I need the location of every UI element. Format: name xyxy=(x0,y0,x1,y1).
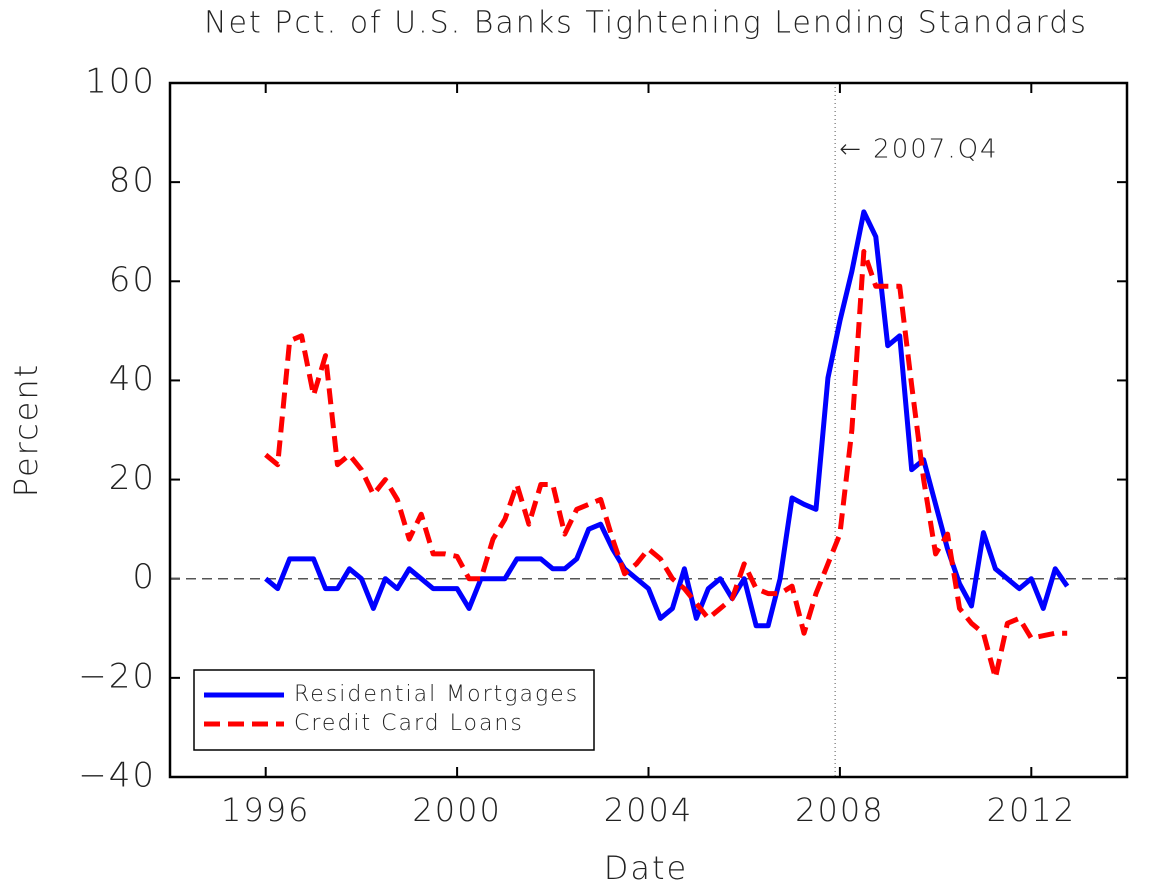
x-tick-label: 2008 xyxy=(795,791,884,829)
y-tick-label: 20 xyxy=(109,458,156,498)
series-line xyxy=(264,209,1070,629)
plot-frame xyxy=(168,81,1129,779)
x-tick-label: 2012 xyxy=(987,791,1076,829)
legend-box xyxy=(193,669,595,751)
x-tick-label: 2000 xyxy=(412,791,501,829)
series-line xyxy=(264,249,1068,681)
annotation: ← 2007.Q4 xyxy=(839,135,999,165)
x-tick-label: 1996 xyxy=(221,791,310,829)
chart-title: Net Pct. of U.S. Banks Tightening Lendin… xyxy=(204,6,1088,41)
legend-label: Residential Mortgages xyxy=(294,682,579,707)
y-tick-label: 0 xyxy=(132,557,156,597)
y-tick-label: 60 xyxy=(109,260,156,300)
y-tick-label: 40 xyxy=(109,359,156,399)
y-tick-label: 80 xyxy=(109,161,156,201)
y-tick-label: 100 xyxy=(85,62,156,102)
x-tick-label: 2004 xyxy=(604,791,693,829)
y-tick-label: −40 xyxy=(78,756,156,796)
legend-label: Credit Card Loans xyxy=(294,711,524,736)
y-axis-label: Percent xyxy=(7,363,45,497)
x-axis-label: Date xyxy=(604,849,688,887)
y-tick-label: −20 xyxy=(78,656,156,696)
